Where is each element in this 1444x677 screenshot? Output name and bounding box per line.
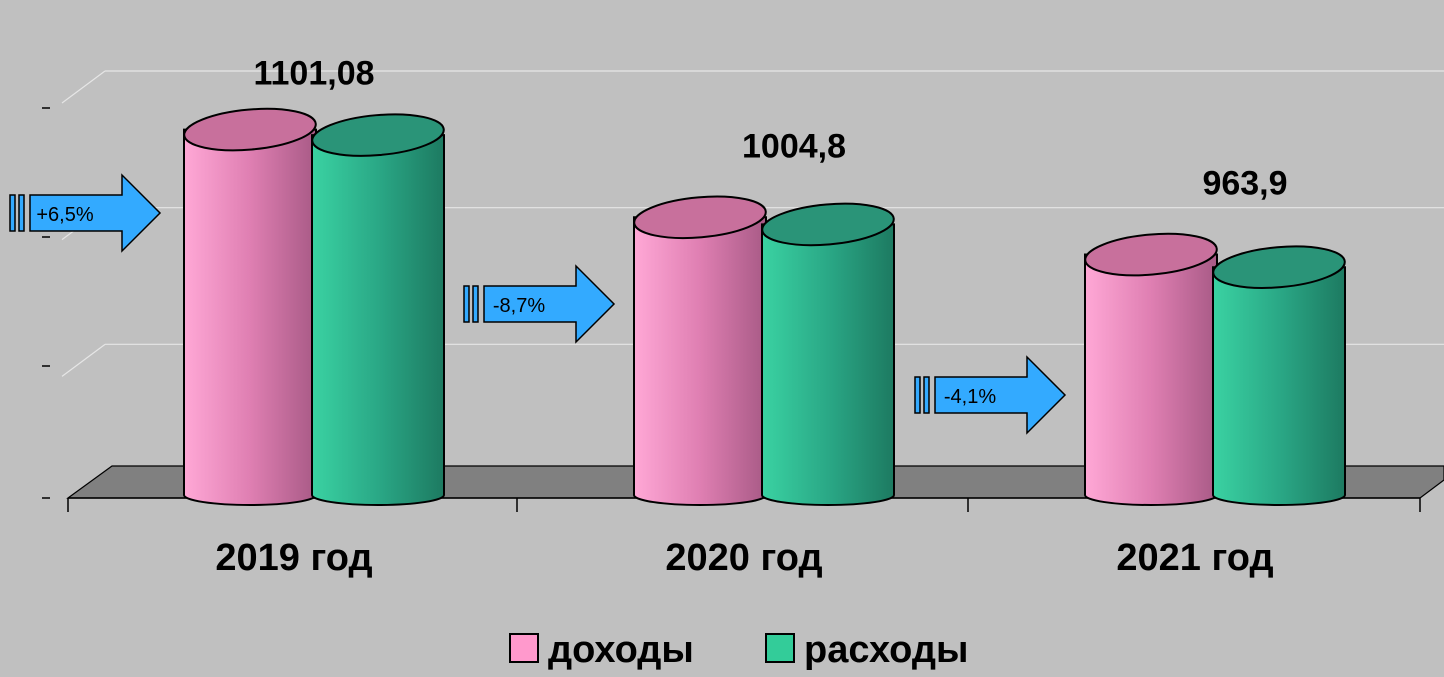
- legend-swatch-1: [765, 633, 795, 663]
- arrow-stripe: [923, 376, 930, 414]
- arrow-stripe: [9, 194, 16, 232]
- category-label: 2019 год: [215, 537, 372, 579]
- gridline-side: [61, 343, 106, 377]
- bar-top: [311, 113, 445, 157]
- change-arrow: -4,1%: [914, 355, 1067, 435]
- bars: [183, 107, 1346, 506]
- bar-top: [1084, 232, 1218, 277]
- arrow-stripe: [463, 285, 470, 323]
- bar-body: [183, 128, 317, 506]
- bar-top: [633, 195, 767, 240]
- bar-body: [311, 134, 445, 506]
- bar-top: [183, 107, 317, 152]
- bar-body: [761, 223, 895, 506]
- bar-dohody-1: [633, 195, 767, 506]
- bar-top: [1212, 245, 1346, 289]
- legend-label: расходы: [804, 629, 968, 671]
- change-arrow: +6,5%: [9, 173, 162, 253]
- category-label: 2020 год: [665, 537, 822, 579]
- bar-rashody-0: [311, 113, 445, 506]
- data-label: 1101,08: [253, 55, 374, 93]
- arrow-stripe: [18, 194, 25, 232]
- change-label: -4,1%: [944, 386, 996, 408]
- arrow-shape: [29, 173, 162, 253]
- bar-body: [633, 216, 767, 506]
- bar-rashody-1: [761, 202, 895, 506]
- change-label: +6,5%: [36, 204, 93, 226]
- data-labels: 1101,08 1004,8 963,9: [253, 55, 1287, 203]
- bar-dohody-0: [183, 107, 317, 506]
- change-arrows: +6,5% -8,7% -4,1%: [9, 173, 1067, 435]
- change-label: -8,7%: [493, 295, 545, 317]
- legend-swatch-0: [509, 633, 539, 663]
- data-label: 1004,8: [742, 127, 846, 165]
- bar-body: [1212, 266, 1346, 506]
- gridline-side: [61, 70, 106, 104]
- bar-dohody-2: [1084, 232, 1218, 506]
- category-labels: 2019 год 2020 год 2021 год: [215, 537, 1273, 579]
- legend: доходы расходы: [509, 629, 968, 671]
- arrow-stripe: [914, 376, 921, 414]
- data-label: 963,9: [1202, 165, 1287, 203]
- arrow-shape: [934, 355, 1067, 435]
- bar-body: [1084, 253, 1218, 506]
- arrow-shape: [483, 264, 616, 344]
- arrow-stripe: [472, 285, 479, 323]
- bar-rashody-2: [1212, 245, 1346, 506]
- bar-top: [761, 202, 895, 247]
- change-arrow: -8,7%: [463, 264, 616, 344]
- category-label: 2021 год: [1116, 537, 1273, 579]
- legend-label: доходы: [548, 629, 694, 671]
